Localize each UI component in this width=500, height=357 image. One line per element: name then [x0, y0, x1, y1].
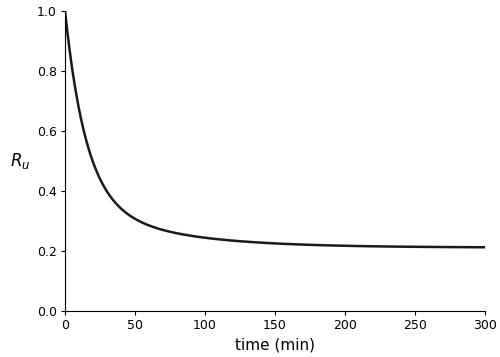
X-axis label: time (min): time (min): [235, 337, 315, 352]
Y-axis label: $R_u$: $R_u$: [10, 151, 30, 171]
